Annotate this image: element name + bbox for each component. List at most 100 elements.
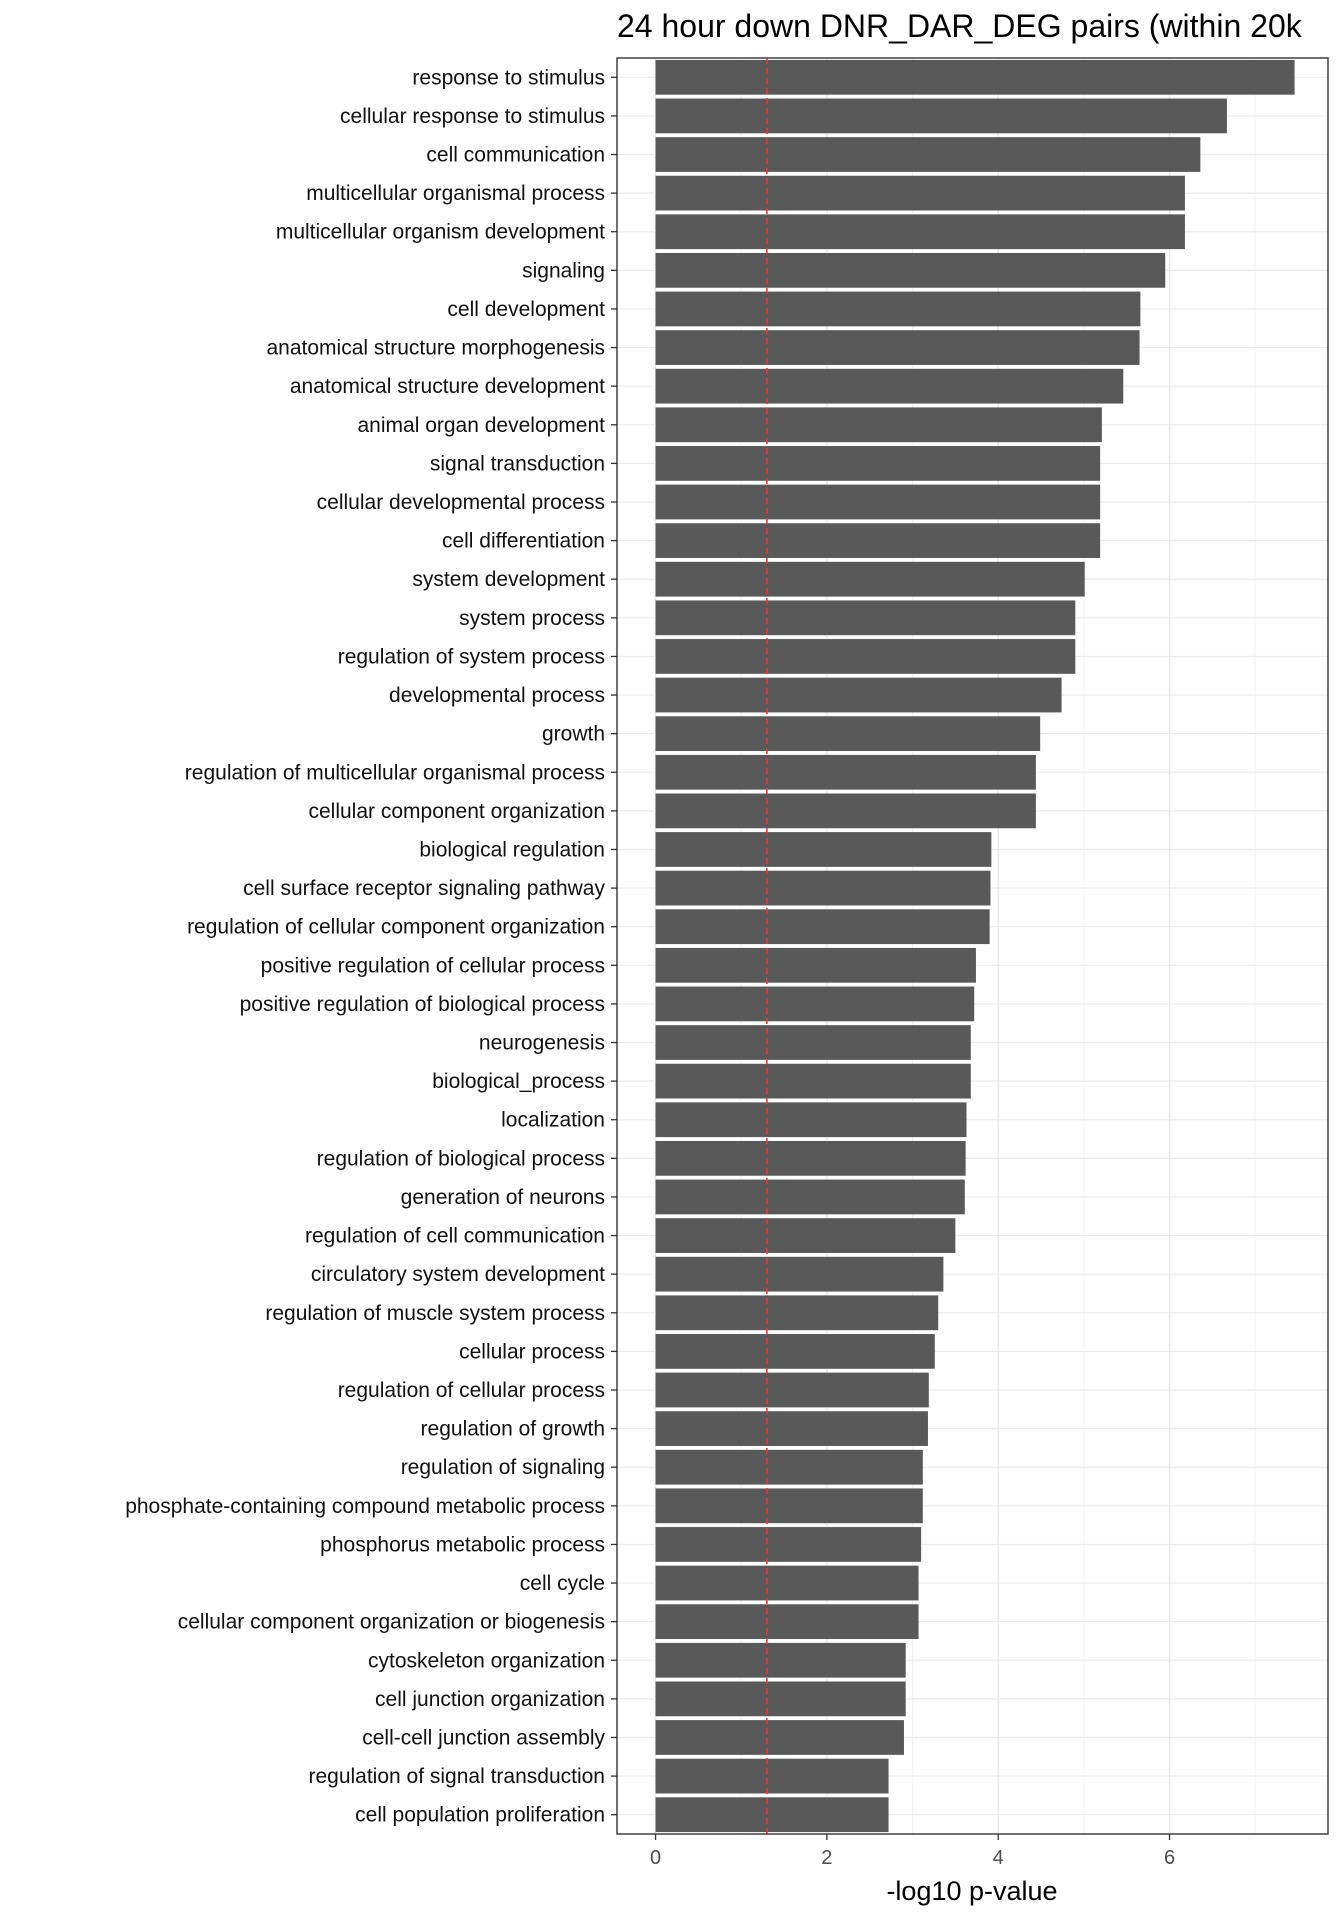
bar xyxy=(655,407,1102,443)
bar xyxy=(655,1025,971,1060)
bar xyxy=(655,1681,906,1717)
bar xyxy=(655,947,976,983)
category-label: cellular response to stimulus xyxy=(340,105,605,128)
bar xyxy=(655,1218,956,1253)
bar xyxy=(655,1565,919,1601)
bar xyxy=(655,1372,929,1408)
category-label: regulation of multicellular organismal p… xyxy=(185,761,605,784)
category-label: regulation of muscle system process xyxy=(265,1302,605,1325)
bar xyxy=(655,1334,935,1369)
category-label: regulation of system process xyxy=(338,645,605,668)
bar xyxy=(655,1295,939,1331)
category-label: regulation of cellular component organiz… xyxy=(187,916,605,939)
category-label: regulation of growth xyxy=(421,1418,605,1441)
category-label: phosphorus metabolic process xyxy=(320,1533,605,1556)
category-label: system development xyxy=(412,568,605,591)
category-label: response to stimulus xyxy=(412,66,605,89)
category-label: phosphate-containing compound metabolic … xyxy=(125,1495,605,1518)
category-label: regulation of cell communication xyxy=(305,1225,605,1248)
category-label: cell junction organization xyxy=(375,1688,605,1711)
bar xyxy=(655,1488,923,1524)
bar xyxy=(655,446,1101,481)
bar xyxy=(655,832,992,867)
chart-title: 24 hour down DNR_DAR_DEG pairs (within 2… xyxy=(617,8,1302,44)
bar xyxy=(655,1758,889,1794)
x-tick-label: 2 xyxy=(821,1847,832,1869)
category-label: cell surface receptor signaling pathway xyxy=(243,877,605,900)
category-label: animal organ development xyxy=(358,414,606,437)
bar xyxy=(655,1411,928,1446)
category-label: positive regulation of cellular process xyxy=(261,954,605,977)
category-label: regulation of signaling xyxy=(401,1456,605,1479)
x-tick-label: 4 xyxy=(993,1847,1004,1869)
category-label: system process xyxy=(459,607,605,630)
category-label: cellular component organization or bioge… xyxy=(178,1611,605,1634)
bar xyxy=(655,98,1227,134)
bar xyxy=(655,252,1166,288)
bar xyxy=(655,1102,967,1138)
category-label: multicellular organism development xyxy=(276,221,605,244)
bars xyxy=(655,59,1295,1833)
category-label: cell cycle xyxy=(520,1572,605,1595)
bar xyxy=(655,793,1036,829)
bar xyxy=(655,1063,971,1099)
bar xyxy=(655,137,1201,172)
category-label: signaling xyxy=(522,259,605,282)
category-label: localization xyxy=(501,1109,605,1132)
category-label: regulation of biological process xyxy=(317,1147,605,1170)
category-label: cell-cell junction assembly xyxy=(362,1726,605,1749)
category-label: cellular developmental process xyxy=(317,491,605,514)
x-tick-label: 0 xyxy=(650,1847,661,1869)
category-label: neurogenesis xyxy=(479,1032,605,1055)
category-label: cellular component organization xyxy=(308,800,605,823)
bar xyxy=(655,600,1076,636)
category-label: cell population proliferation xyxy=(355,1804,605,1827)
x-tick-label: 6 xyxy=(1164,1847,1175,1869)
category-label: anatomical structure morphogenesis xyxy=(266,337,605,360)
bar xyxy=(655,484,1101,520)
bar xyxy=(655,561,1085,597)
bar xyxy=(655,1449,923,1485)
category-label: circulatory system development xyxy=(311,1263,605,1286)
category-label: regulation of signal transduction xyxy=(308,1765,605,1788)
bar xyxy=(655,870,991,906)
category-label: growth xyxy=(542,723,605,746)
category-label: cellular process xyxy=(459,1340,605,1363)
bar xyxy=(655,986,975,1022)
bar xyxy=(655,677,1062,713)
category-label: positive regulation of biological proces… xyxy=(240,993,605,1016)
x-axis-title: -log10 p-value xyxy=(886,1876,1057,1906)
category-label: multicellular organismal process xyxy=(306,182,605,205)
bar xyxy=(655,368,1124,404)
bar xyxy=(655,1140,966,1176)
category-label: cell development xyxy=(447,298,605,321)
bar xyxy=(655,1527,922,1562)
category-label: cell communication xyxy=(426,144,605,167)
bar xyxy=(655,754,1036,790)
bar xyxy=(655,716,1041,752)
category-label: signal transduction xyxy=(430,452,605,475)
bar xyxy=(655,1797,889,1833)
x-axis-ticks: 0 2 4 6 xyxy=(650,1834,1175,1869)
bar xyxy=(655,523,1101,558)
bar xyxy=(655,291,1141,327)
bar xyxy=(655,214,1185,250)
bar xyxy=(655,1179,965,1215)
bar xyxy=(655,1604,919,1640)
category-label: cell differentiation xyxy=(442,530,605,553)
bar xyxy=(655,1256,944,1292)
bar xyxy=(655,1642,906,1678)
category-label: generation of neurons xyxy=(401,1186,605,1209)
bar xyxy=(655,639,1076,674)
category-label: cytoskeleton organization xyxy=(368,1649,605,1672)
bar xyxy=(655,175,1185,211)
category-label: anatomical structure development xyxy=(290,375,605,398)
category-labels: response to stimulus cellular response to… xyxy=(125,66,617,1827)
category-label: developmental process xyxy=(389,684,605,707)
panel-border xyxy=(616,57,1329,1835)
bar xyxy=(655,1720,904,1755)
category-label: biological regulation xyxy=(419,838,605,861)
bar xyxy=(655,59,1295,95)
bar xyxy=(655,330,1140,365)
